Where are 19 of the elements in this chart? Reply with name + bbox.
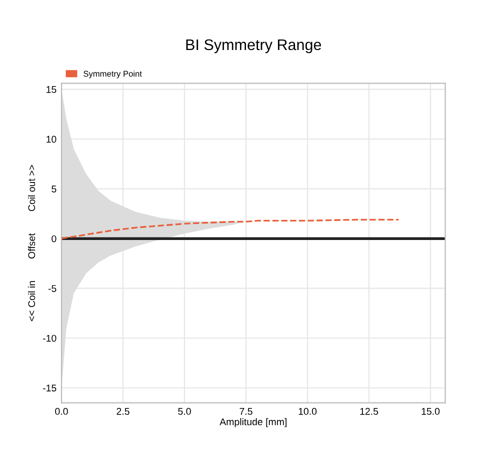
chart-title: BI Symmetry Range [186, 39, 322, 54]
y-axis-title: << Coil in Offset Coil out >> [28, 165, 36, 322]
y-tick-label: 15 [46, 86, 56, 93]
line-series [62, 218, 400, 240]
x-tick-label: 15.0 [422, 408, 440, 415]
x-tick-label: 12.5 [360, 408, 378, 415]
y-tick-label: -10 [43, 334, 56, 342]
x-tick-label: 10.0 [298, 408, 317, 415]
x-tick-label: 0.0 [55, 408, 68, 415]
x-axis-title: Amplitude [mm] [220, 418, 286, 428]
y-tick-label: 10 [46, 136, 56, 143]
y-tick-label: 5 [52, 186, 56, 192]
y-tick-label: -5 [48, 285, 56, 292]
y-tick-label: 0 [52, 235, 56, 242]
y-tick-label: -15 [43, 384, 56, 392]
x-tick-label: 7.5 [240, 408, 252, 415]
x-tick-label: 2.5 [116, 408, 130, 415]
x-tick-label: 5.0 [178, 408, 191, 415]
legend-label: Symmetry Point [84, 70, 142, 78]
